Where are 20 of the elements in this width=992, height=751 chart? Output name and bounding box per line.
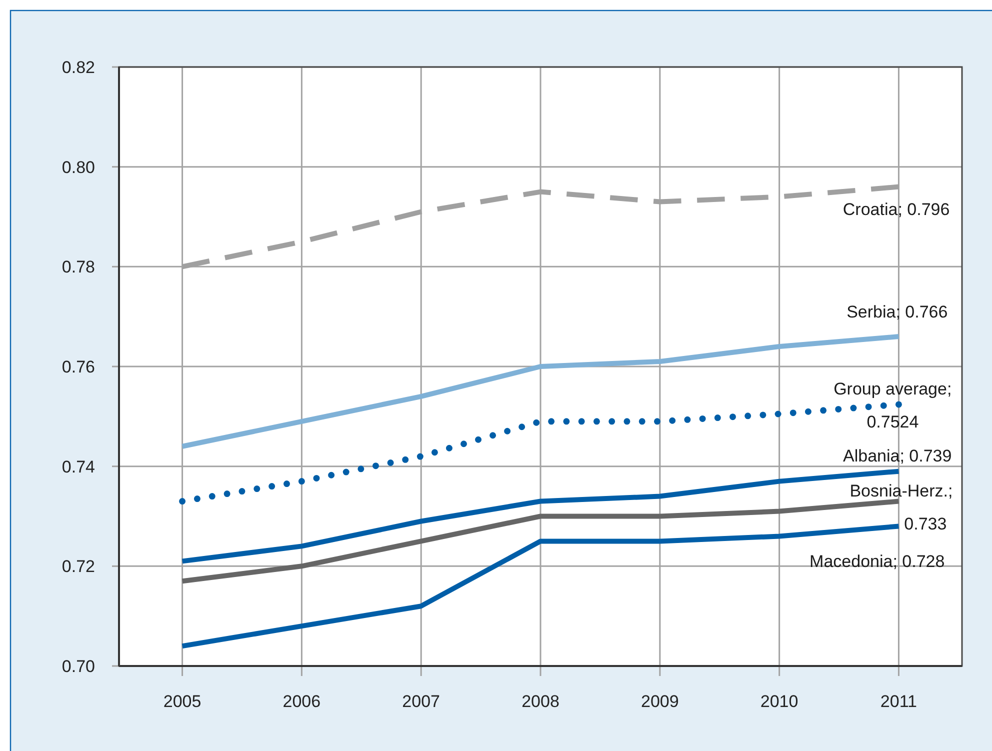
- data-label: Group average; 0.7524: [834, 379, 952, 432]
- data-label: Macedonia; 0.728: [810, 552, 945, 572]
- x-tick-label: 2006: [282, 692, 321, 711]
- x-tick-label: 2009: [640, 692, 679, 711]
- x-tick-label: 2005: [163, 692, 202, 711]
- y-tick-label: 0.72: [62, 557, 95, 576]
- data-label: Croatia; 0.796: [842, 200, 950, 219]
- y-tick-label: 0.78: [62, 258, 95, 277]
- x-tick-label: 2008: [522, 692, 560, 711]
- x-tick-label: 2011: [880, 692, 917, 711]
- data-label: Albania; 0.739: [843, 446, 952, 466]
- y-tick-label: 0.76: [62, 357, 95, 376]
- data-label: Bosnia-Herz.; 0.733: [850, 481, 953, 534]
- y-tick-label: 0.82: [62, 58, 95, 77]
- data-label: Serbia; 0.766: [846, 302, 948, 322]
- y-tick-label: 0.70: [62, 656, 95, 676]
- x-tick-label: 2010: [760, 692, 798, 711]
- y-tick-label: 0.74: [62, 457, 95, 476]
- y-tick-label: 0.80: [62, 158, 95, 177]
- x-tick-label: 2007: [402, 692, 440, 711]
